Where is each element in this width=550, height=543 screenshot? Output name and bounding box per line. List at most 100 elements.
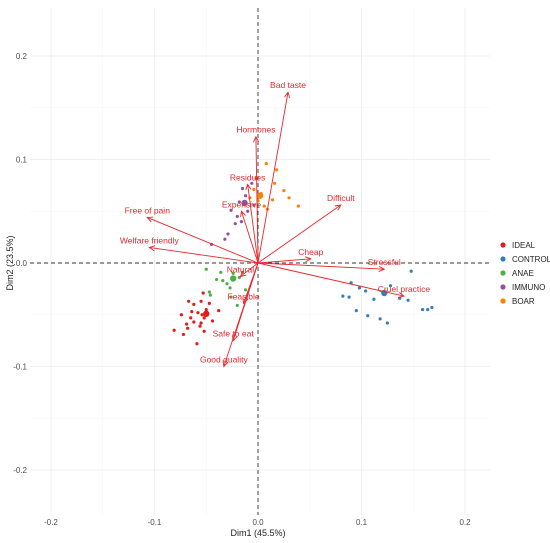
point-immuno (223, 237, 227, 241)
arrowhead-free-of-pain (146, 216, 154, 223)
y-tick-label: 0.1 (16, 156, 28, 165)
point-immuno (252, 203, 256, 207)
variable-label-welfare-friendly: Welfare friendly (120, 235, 180, 245)
variable-label-cheap: Cheap (298, 247, 323, 257)
point-control (347, 295, 351, 299)
centroid-anae (229, 275, 237, 282)
point-boar (275, 168, 279, 172)
point-ideal (192, 320, 196, 324)
point-control (430, 305, 434, 310)
point-immuno (240, 186, 245, 191)
point-boar (296, 204, 300, 208)
variable-label-safe-to-eat: Safe to eat (213, 329, 255, 339)
arrowhead-bad-taste (284, 91, 291, 99)
arrow-difficult (257, 204, 342, 264)
variable-label-bad-taste: Bad taste (270, 80, 306, 90)
point-boar (272, 181, 277, 185)
centroid-ideal (203, 310, 210, 317)
point-anae (219, 270, 223, 274)
point-ideal (204, 307, 208, 312)
point-ideal (192, 302, 196, 306)
point-ideal (189, 316, 193, 320)
point-immuno (233, 222, 237, 226)
point-control (426, 307, 430, 312)
legend-key-control (500, 256, 506, 262)
point-ideal (181, 332, 186, 337)
variable-label-free-of-pain: Free of pain (125, 205, 171, 215)
y-axis-title: Dim2 (23.5%) (5, 235, 15, 290)
point-anae (215, 277, 219, 282)
point-boar (287, 196, 291, 200)
point-ideal (200, 313, 204, 317)
point-ideal (179, 313, 184, 317)
point-control (420, 307, 425, 312)
point-ideal (207, 301, 211, 305)
point-ideal (172, 328, 176, 332)
point-ideal (202, 329, 206, 333)
point-ideal (190, 310, 194, 314)
point-control (354, 309, 358, 313)
x-tick-label: -0.2 (44, 518, 58, 527)
point-anae (204, 267, 208, 271)
tick-labels: -0.2 -0.2 -0.1 -0.1 0.0 0.0 0.1 0.1 0.2 0.2 (13, 52, 471, 527)
point-anae (221, 278, 225, 283)
legend-label-boar: BOAR (512, 297, 535, 306)
point-ideal (199, 321, 203, 325)
arrowhead-expensive (240, 210, 246, 218)
arrow-bad-taste (257, 92, 289, 264)
point-anae (235, 303, 239, 308)
legend-key-anae (500, 270, 506, 276)
y-tick-label: 0.0 (16, 259, 28, 268)
arrowhead-stressful (378, 265, 386, 272)
variable-label-natural: Natural (227, 264, 255, 274)
point-ideal (195, 342, 199, 346)
variable-label-hormones: Hormones (236, 125, 275, 135)
point-anae (207, 290, 211, 294)
point-boar (270, 198, 275, 202)
point-immuno (243, 194, 248, 198)
legend-label-ideal: IDEAL (512, 241, 536, 250)
centroid-immuno (241, 199, 248, 207)
x-tick-label: 0.1 (356, 518, 368, 527)
point-ideal (199, 299, 203, 303)
point-immuno (237, 200, 241, 204)
legend: IDEAL CONTROL ANAE IMMUNO BOAR (500, 241, 550, 306)
arrow-residues (247, 184, 259, 264)
point-ideal (187, 299, 191, 303)
legend-label-control: CONTROL (512, 255, 550, 264)
point-boar (252, 187, 256, 192)
arrow-expensive (241, 211, 259, 264)
arrowhead-safe-to-eat (231, 334, 238, 342)
point-boar (262, 204, 266, 208)
arrow-natural (240, 262, 259, 277)
variable-label-cruel-practice: Cruel practice (378, 284, 431, 294)
variable-label-feasible: Feasible (227, 291, 259, 301)
arrow-good-quality (223, 262, 259, 367)
point-control (388, 284, 393, 288)
point-immuno (235, 214, 239, 219)
point-anae (208, 293, 212, 297)
variable-labels: Bad taste Hormones Residues Expensive Free o… (120, 80, 431, 364)
point-control (341, 294, 345, 298)
point-anae (231, 271, 235, 275)
legend-label-anae: ANAE (512, 269, 534, 278)
point-ideal (217, 309, 221, 313)
point-control (385, 321, 389, 325)
arrowhead-natural (239, 270, 247, 278)
y-tick-label: 0.2 (16, 52, 28, 61)
x-tick-label: 0.2 (459, 518, 471, 527)
point-anae (225, 282, 229, 286)
arrowhead-cruel-practice (397, 292, 405, 298)
point-ideal (201, 291, 205, 295)
point-anae (243, 288, 248, 292)
arrowhead-hormones (253, 135, 260, 143)
point-control (357, 286, 362, 290)
y-tick-label: -0.1 (13, 363, 27, 372)
arrowhead-residues (245, 183, 252, 191)
point-control (366, 314, 370, 318)
y-tick-label: -0.2 (13, 466, 27, 475)
point-immuno (226, 232, 230, 236)
point-control (372, 297, 376, 301)
point-ideal (186, 326, 190, 330)
